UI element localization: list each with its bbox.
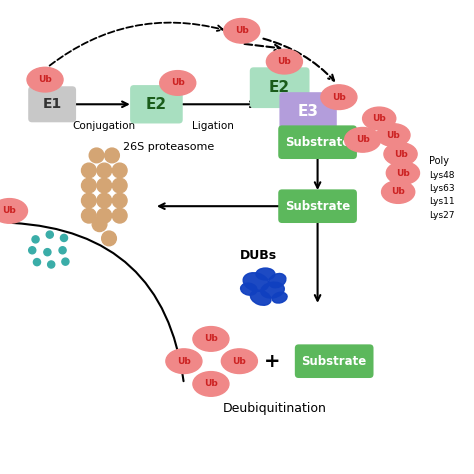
Circle shape — [112, 178, 127, 193]
Text: Lys48: Lys48 — [429, 171, 455, 180]
Text: Substrate: Substrate — [285, 136, 350, 149]
Ellipse shape — [382, 181, 415, 203]
FancyBboxPatch shape — [250, 67, 310, 108]
Text: E1: E1 — [43, 97, 62, 111]
Text: Ub: Ub — [177, 357, 191, 365]
Circle shape — [97, 178, 112, 193]
Text: Ub: Ub — [204, 380, 218, 388]
Ellipse shape — [241, 283, 257, 295]
Circle shape — [112, 193, 127, 208]
Ellipse shape — [384, 143, 417, 165]
Text: Conjugation: Conjugation — [73, 120, 136, 131]
Text: Poly: Poly — [429, 156, 449, 166]
Circle shape — [97, 209, 112, 223]
Text: Ub: Ub — [372, 114, 386, 123]
Ellipse shape — [269, 273, 286, 288]
Text: 26S proteasome: 26S proteasome — [123, 142, 214, 152]
Ellipse shape — [193, 372, 229, 396]
Circle shape — [92, 217, 107, 231]
Text: Lys27: Lys27 — [429, 211, 455, 219]
Text: Lys63: Lys63 — [429, 184, 455, 193]
Text: E3: E3 — [298, 104, 319, 119]
Text: Ub: Ub — [356, 136, 370, 144]
Circle shape — [29, 246, 36, 254]
Text: Ub: Ub — [171, 79, 185, 87]
Circle shape — [34, 259, 41, 265]
Text: Ub: Ub — [38, 75, 52, 84]
Text: Ub: Ub — [2, 207, 17, 215]
Text: E2: E2 — [146, 97, 167, 112]
Circle shape — [82, 163, 96, 178]
Text: Ub: Ub — [386, 131, 401, 139]
Text: Deubiquitination: Deubiquitination — [223, 402, 327, 415]
Text: Substrate: Substrate — [285, 200, 350, 213]
Ellipse shape — [321, 85, 357, 109]
Circle shape — [82, 209, 96, 223]
Ellipse shape — [243, 273, 269, 292]
Ellipse shape — [363, 107, 396, 130]
Text: E2: E2 — [269, 80, 290, 95]
Text: Ub: Ub — [396, 169, 410, 177]
Text: Ligation: Ligation — [192, 120, 234, 131]
Ellipse shape — [221, 349, 257, 374]
FancyBboxPatch shape — [278, 189, 357, 223]
Circle shape — [89, 148, 104, 163]
FancyBboxPatch shape — [295, 344, 374, 378]
Circle shape — [32, 236, 39, 243]
Circle shape — [61, 234, 68, 241]
Text: Ub: Ub — [332, 93, 346, 101]
Circle shape — [97, 163, 112, 178]
Ellipse shape — [261, 282, 284, 298]
Circle shape — [97, 193, 112, 208]
Text: Ub: Ub — [393, 150, 408, 158]
Text: Ub: Ub — [235, 27, 249, 35]
Circle shape — [82, 178, 96, 193]
Ellipse shape — [166, 349, 202, 374]
Circle shape — [105, 148, 119, 163]
FancyBboxPatch shape — [130, 85, 182, 124]
Ellipse shape — [377, 124, 410, 146]
Text: Ub: Ub — [391, 188, 405, 196]
Circle shape — [44, 248, 51, 256]
Circle shape — [112, 209, 127, 223]
Text: Lys11: Lys11 — [429, 198, 455, 206]
Ellipse shape — [345, 128, 381, 152]
FancyBboxPatch shape — [278, 126, 357, 159]
FancyBboxPatch shape — [279, 92, 337, 130]
Text: Substrate: Substrate — [301, 355, 367, 368]
Circle shape — [46, 231, 54, 238]
Ellipse shape — [193, 327, 229, 351]
Ellipse shape — [272, 292, 287, 303]
Text: Ub: Ub — [277, 57, 292, 66]
Ellipse shape — [224, 18, 260, 43]
Ellipse shape — [250, 290, 271, 305]
Text: +: + — [264, 352, 281, 371]
Circle shape — [59, 246, 66, 254]
Circle shape — [82, 193, 96, 208]
Ellipse shape — [27, 67, 63, 92]
Ellipse shape — [0, 199, 27, 223]
Ellipse shape — [256, 268, 275, 280]
Text: Ub: Ub — [232, 357, 246, 365]
Text: DUBs: DUBs — [240, 248, 277, 262]
Circle shape — [102, 231, 117, 246]
Circle shape — [112, 163, 127, 178]
Ellipse shape — [266, 49, 302, 74]
Circle shape — [62, 258, 69, 265]
Ellipse shape — [160, 71, 196, 95]
Circle shape — [48, 261, 55, 268]
FancyBboxPatch shape — [28, 86, 76, 122]
Text: Ub: Ub — [204, 335, 218, 343]
Ellipse shape — [386, 162, 419, 184]
